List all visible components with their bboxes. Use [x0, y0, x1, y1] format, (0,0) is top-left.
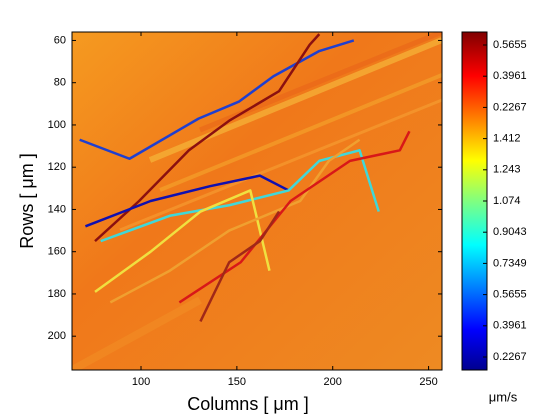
x-tick-label: 100 — [132, 376, 150, 388]
x-axis-title: Columns [ μm ] — [187, 394, 308, 414]
y-tick-label: 200 — [48, 330, 66, 342]
y-tick-label: 60 — [54, 34, 66, 46]
y-tick-label: 80 — [54, 77, 66, 89]
colorbar-label: 1.412 — [493, 133, 521, 145]
heatmap — [72, 32, 442, 370]
y-axis-title: Rows [ μm ] — [17, 153, 37, 248]
colorbar-unit: μm/s — [489, 389, 518, 404]
trajectories — [79, 33, 411, 322]
y-tick-label: 120 — [48, 161, 66, 173]
trajectory — [79, 39, 355, 160]
colorbar-label: 0.9043 — [493, 226, 527, 238]
y-tick-label: 180 — [48, 288, 66, 300]
y-tick-label: 100 — [48, 119, 66, 131]
plot-frame — [71, 31, 443, 371]
colorbar-label: 0.5655 — [493, 289, 527, 301]
colorbar — [461, 31, 488, 371]
x-tick-label: 250 — [419, 376, 437, 388]
trajectory — [84, 174, 290, 228]
trajectory — [100, 149, 380, 243]
y-tick-label: 160 — [48, 246, 66, 258]
colorbar-label: 0.3961 — [493, 70, 527, 82]
colorbar-label: 0.7349 — [493, 257, 527, 269]
trajectory — [94, 189, 271, 293]
trajectory — [178, 130, 411, 304]
colorbar-label: 1.074 — [493, 195, 521, 207]
x-tick-label: 200 — [324, 376, 342, 388]
colorbar-label: 0.2267 — [493, 101, 527, 113]
trajectory — [199, 210, 281, 322]
colorbar-label: 0.3961 — [493, 320, 527, 332]
trajectory — [94, 33, 321, 243]
colorbar-label: 1.243 — [493, 164, 521, 176]
colorbar-label: 0.5655 — [493, 39, 527, 51]
trajectory — [109, 138, 361, 304]
x-tick-label: 150 — [228, 376, 246, 388]
colorbar-label: 0.2267 — [493, 351, 527, 363]
y-tick-label: 140 — [48, 203, 66, 215]
